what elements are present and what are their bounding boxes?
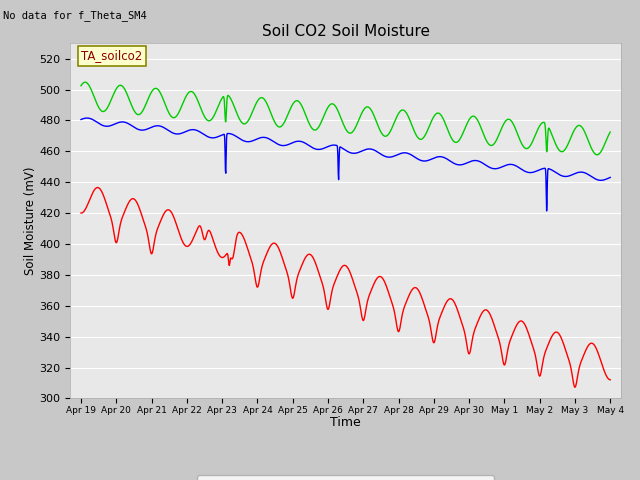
Theta 3 xyxy=(606,175,614,180)
Theta 1 xyxy=(606,377,614,383)
Theta 1 xyxy=(427,326,435,332)
Theta 2 xyxy=(298,103,306,109)
Theta 1 xyxy=(571,384,579,390)
Line: Theta 3: Theta 3 xyxy=(81,118,610,211)
Theta 3 xyxy=(77,117,85,122)
Theta 1 xyxy=(195,224,202,230)
Theta 2 xyxy=(81,79,89,85)
Theta 2 xyxy=(285,109,293,115)
Theta 3 xyxy=(514,164,522,170)
Theta 1 xyxy=(560,341,568,347)
X-axis label: Time: Time xyxy=(330,417,361,430)
Theta 2 xyxy=(593,152,601,157)
Theta 2 xyxy=(560,148,568,154)
Theta 2 xyxy=(195,99,202,105)
Theta 1 xyxy=(77,210,85,216)
Theta 1 xyxy=(298,262,306,268)
Theta 3 xyxy=(560,173,568,179)
Title: Soil CO2 Soil Moisture: Soil CO2 Soil Moisture xyxy=(262,24,429,39)
Theta 1 xyxy=(93,185,101,191)
Line: Theta 1: Theta 1 xyxy=(81,188,610,387)
Theta 1 xyxy=(285,278,293,284)
Theta 3 xyxy=(83,115,91,121)
Theta 3 xyxy=(543,208,550,214)
Legend: Theta 1, Theta 2, Theta 3: Theta 1, Theta 2, Theta 3 xyxy=(197,475,494,480)
Theta 2 xyxy=(514,132,522,138)
Theta 1 xyxy=(514,320,522,326)
Text: TA_soilco2: TA_soilco2 xyxy=(81,49,143,62)
Theta 2 xyxy=(427,120,435,125)
Y-axis label: Soil Moisture (mV): Soil Moisture (mV) xyxy=(24,167,36,275)
Text: No data for f_Theta_SM4: No data for f_Theta_SM4 xyxy=(3,10,147,21)
Theta 2 xyxy=(606,129,614,135)
Theta 3 xyxy=(427,156,435,162)
Theta 3 xyxy=(195,128,202,134)
Theta 2 xyxy=(77,83,85,89)
Line: Theta 2: Theta 2 xyxy=(81,82,610,155)
Theta 3 xyxy=(285,142,293,147)
Theta 3 xyxy=(298,139,306,144)
